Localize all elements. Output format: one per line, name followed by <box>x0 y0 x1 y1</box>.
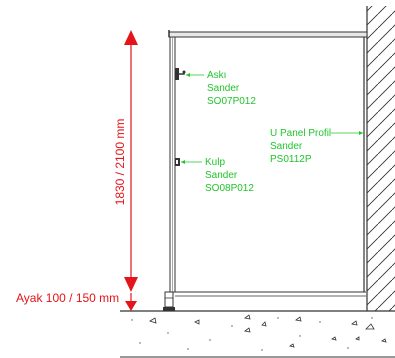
top-rail <box>168 30 368 38</box>
hanger-callout-line2: Sander <box>207 83 240 94</box>
height-dimension-label: 1830 / 2100 mm <box>113 119 127 206</box>
hanger-callout: Askı Sander SO07P012 <box>186 70 256 107</box>
handle-callout-line2: Sander <box>205 170 238 181</box>
handle-hardware <box>175 158 180 166</box>
profile-callout: U Panel Profil Sander PS0112P <box>270 128 363 165</box>
floor <box>120 310 395 358</box>
profile-callout-line3: PS0112P <box>270 154 312 165</box>
foot <box>163 291 175 311</box>
wall <box>366 6 395 311</box>
height-arrow-top <box>124 30 138 45</box>
floor-dots <box>131 317 373 351</box>
hanger-callout-line3: SO07P012 <box>207 96 256 107</box>
handle-callout-line1: Kulp <box>205 157 225 168</box>
hanger-hardware <box>175 68 186 80</box>
foot-arrow-bottom <box>125 301 137 311</box>
profile-callout-line2: Sander <box>270 141 303 152</box>
handle-callout-line3: SO08P012 <box>205 183 254 194</box>
height-dimension: 1830 / 2100 mm <box>113 30 138 292</box>
foot-dimension: Ayak 100 / 150 mm <box>16 291 137 311</box>
back-panel <box>175 36 366 297</box>
height-arrow-bottom <box>124 277 138 292</box>
profile-callout-line1: U Panel Profil <box>270 128 331 139</box>
handle-callout: Kulp Sander SO08P012 <box>181 157 254 194</box>
foot-dimension-label: Ayak 100 / 150 mm <box>16 291 119 305</box>
floor-concrete-marks <box>149 314 387 348</box>
side-panel <box>169 36 176 293</box>
hanger-callout-line1: Askı <box>207 70 226 81</box>
